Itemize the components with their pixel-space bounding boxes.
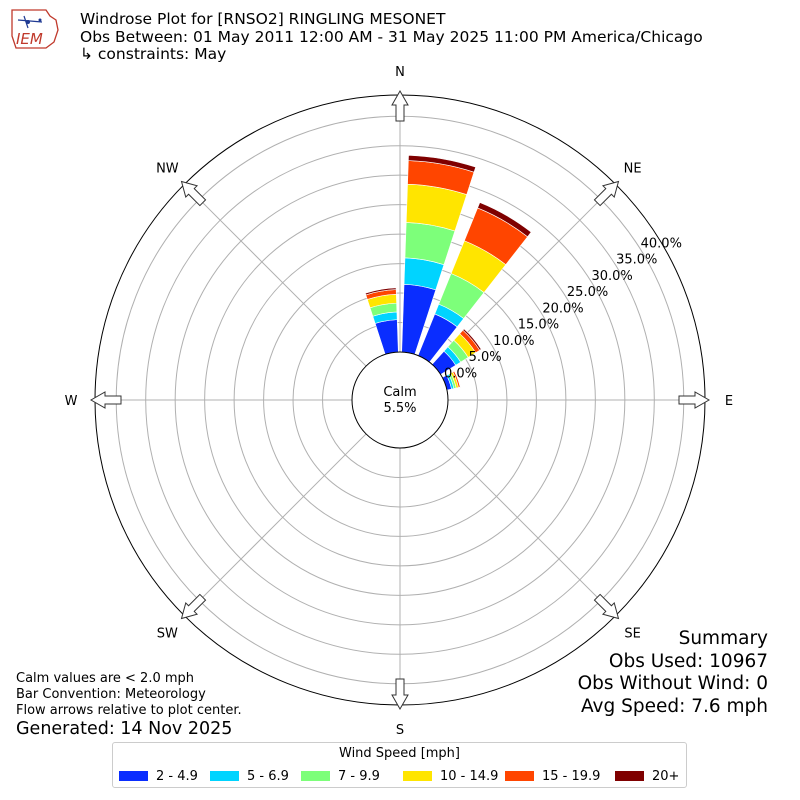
legend-title: Wind Speed [mph] xyxy=(339,746,460,761)
flow-arrows-note: Flow arrows relative to plot center. xyxy=(16,703,242,718)
calm-circle xyxy=(351,351,449,449)
iem-logo: IEM xyxy=(11,9,59,49)
legend-swatch xyxy=(505,771,534,781)
legend-item: 10 - 14.9 xyxy=(403,768,498,784)
summary-title: Summary xyxy=(678,628,768,649)
direction-arrow-icon xyxy=(391,678,409,711)
legend-label: 2 - 4.9 xyxy=(156,768,198,784)
summary-box: Summary Obs Used: 10967 Obs Without Wind… xyxy=(578,628,768,718)
direction-label-s: S xyxy=(396,723,404,738)
legend-swatch xyxy=(119,771,148,781)
bar-convention-note: Bar Convention: Meteorology xyxy=(16,687,206,702)
legend-item: 7 - 9.9 xyxy=(301,768,380,784)
direction-arrow-icon xyxy=(391,89,409,122)
direction-arrow-icon xyxy=(678,391,711,409)
bar-segment-350-0 xyxy=(374,319,399,355)
radial-tick-label: 25.0% xyxy=(567,285,608,300)
chart-title: Windrose Plot for [RNSO2] RINGLING MESON… xyxy=(80,10,703,64)
grid-spoke xyxy=(183,183,367,367)
bar-segment-30-5 xyxy=(477,202,532,238)
legend: Wind Speed [mph] 2 - 4.9 5 - 6.9 7 - 9.9 10… xyxy=(112,742,687,788)
bar-segment-70-5 xyxy=(453,370,462,388)
calm-note: Calm values are < 2.0 mph xyxy=(16,671,195,686)
direction-label-n: N xyxy=(395,65,405,80)
direction-label-e: E xyxy=(725,394,733,409)
direction-label-ne: NE xyxy=(624,161,642,176)
direction-label-sw: SW xyxy=(157,627,178,642)
legend-swatch xyxy=(615,771,644,781)
radial-tick-label: 5.0% xyxy=(469,350,502,365)
radial-tick-label: 30.0% xyxy=(591,269,632,284)
direction-label-se: SE xyxy=(624,627,640,642)
summary-obs-without-wind: Obs Without Wind: 0 xyxy=(577,673,768,694)
legend-swatch xyxy=(301,771,330,781)
radial-tick-label: 15.0% xyxy=(518,318,559,333)
grid-spoke xyxy=(433,433,617,617)
radial-tick-label: 0.0% xyxy=(444,367,477,382)
footer-notes: Calm values are < 2.0 mph Bar Convention… xyxy=(16,671,242,719)
direction-arrow-icon xyxy=(180,180,207,207)
direction-arrow-icon xyxy=(89,391,122,409)
calm-value: 5.5% xyxy=(383,401,416,416)
legend-swatch xyxy=(403,771,432,781)
direction-arrow-icon xyxy=(180,593,207,620)
bar-segment-350-5 xyxy=(364,287,397,296)
svg-text:IEM: IEM xyxy=(16,30,43,48)
title-line-2: Obs Between: 01 May 2011 12:00 AM - 31 M… xyxy=(80,27,703,46)
direction-label-w: W xyxy=(65,394,78,409)
legend-label: 15 - 19.9 xyxy=(542,768,601,784)
wind-bars xyxy=(364,154,532,391)
legend-label: 7 - 9.9 xyxy=(338,768,380,784)
radial-tick-label: 40.0% xyxy=(641,236,682,251)
bar-segment-50-5 xyxy=(462,328,482,351)
legend-item: 20+ xyxy=(615,768,679,784)
generated-date: Generated: 14 Nov 2025 xyxy=(16,719,233,739)
legend-item: 5 - 6.9 xyxy=(210,768,289,784)
radial-tick-label: 10.0% xyxy=(493,334,534,349)
summary-obs-used: Obs Used: 10967 xyxy=(608,650,768,672)
direction-labels: N NE E SE S SW W NW xyxy=(65,65,734,738)
summary-avg-speed: Avg Speed: 7.6 mph xyxy=(580,695,768,717)
legend-label: 5 - 6.9 xyxy=(247,768,289,784)
legend-item: 15 - 19.9 xyxy=(505,768,600,784)
title-line-3: ↳ constraints: May xyxy=(80,45,227,63)
legend-swatch xyxy=(210,771,239,781)
direction-arrow-icon xyxy=(593,180,620,207)
radial-tick-label: 20.0% xyxy=(542,301,583,316)
direction-arrows xyxy=(89,89,711,711)
legend-item: 2 - 4.9 xyxy=(119,768,198,784)
bar-segment-10-5 xyxy=(408,154,477,173)
legend-label: 20+ xyxy=(652,768,680,784)
radial-tick-label: 35.0% xyxy=(616,253,657,268)
legend-label: 10 - 14.9 xyxy=(440,768,499,784)
radial-tick-labels: 0.0% 5.0%10.0%15.0% 20.0%25.0%30.0%35.0% 40… xyxy=(444,236,682,381)
direction-arrow-icon xyxy=(593,593,620,620)
calm-label: Calm xyxy=(383,385,416,400)
direction-label-nw: NW xyxy=(156,161,179,176)
grid-spoke xyxy=(183,433,367,617)
title-line-1: Windrose Plot for [RNSO2] RINGLING MESON… xyxy=(80,10,446,28)
